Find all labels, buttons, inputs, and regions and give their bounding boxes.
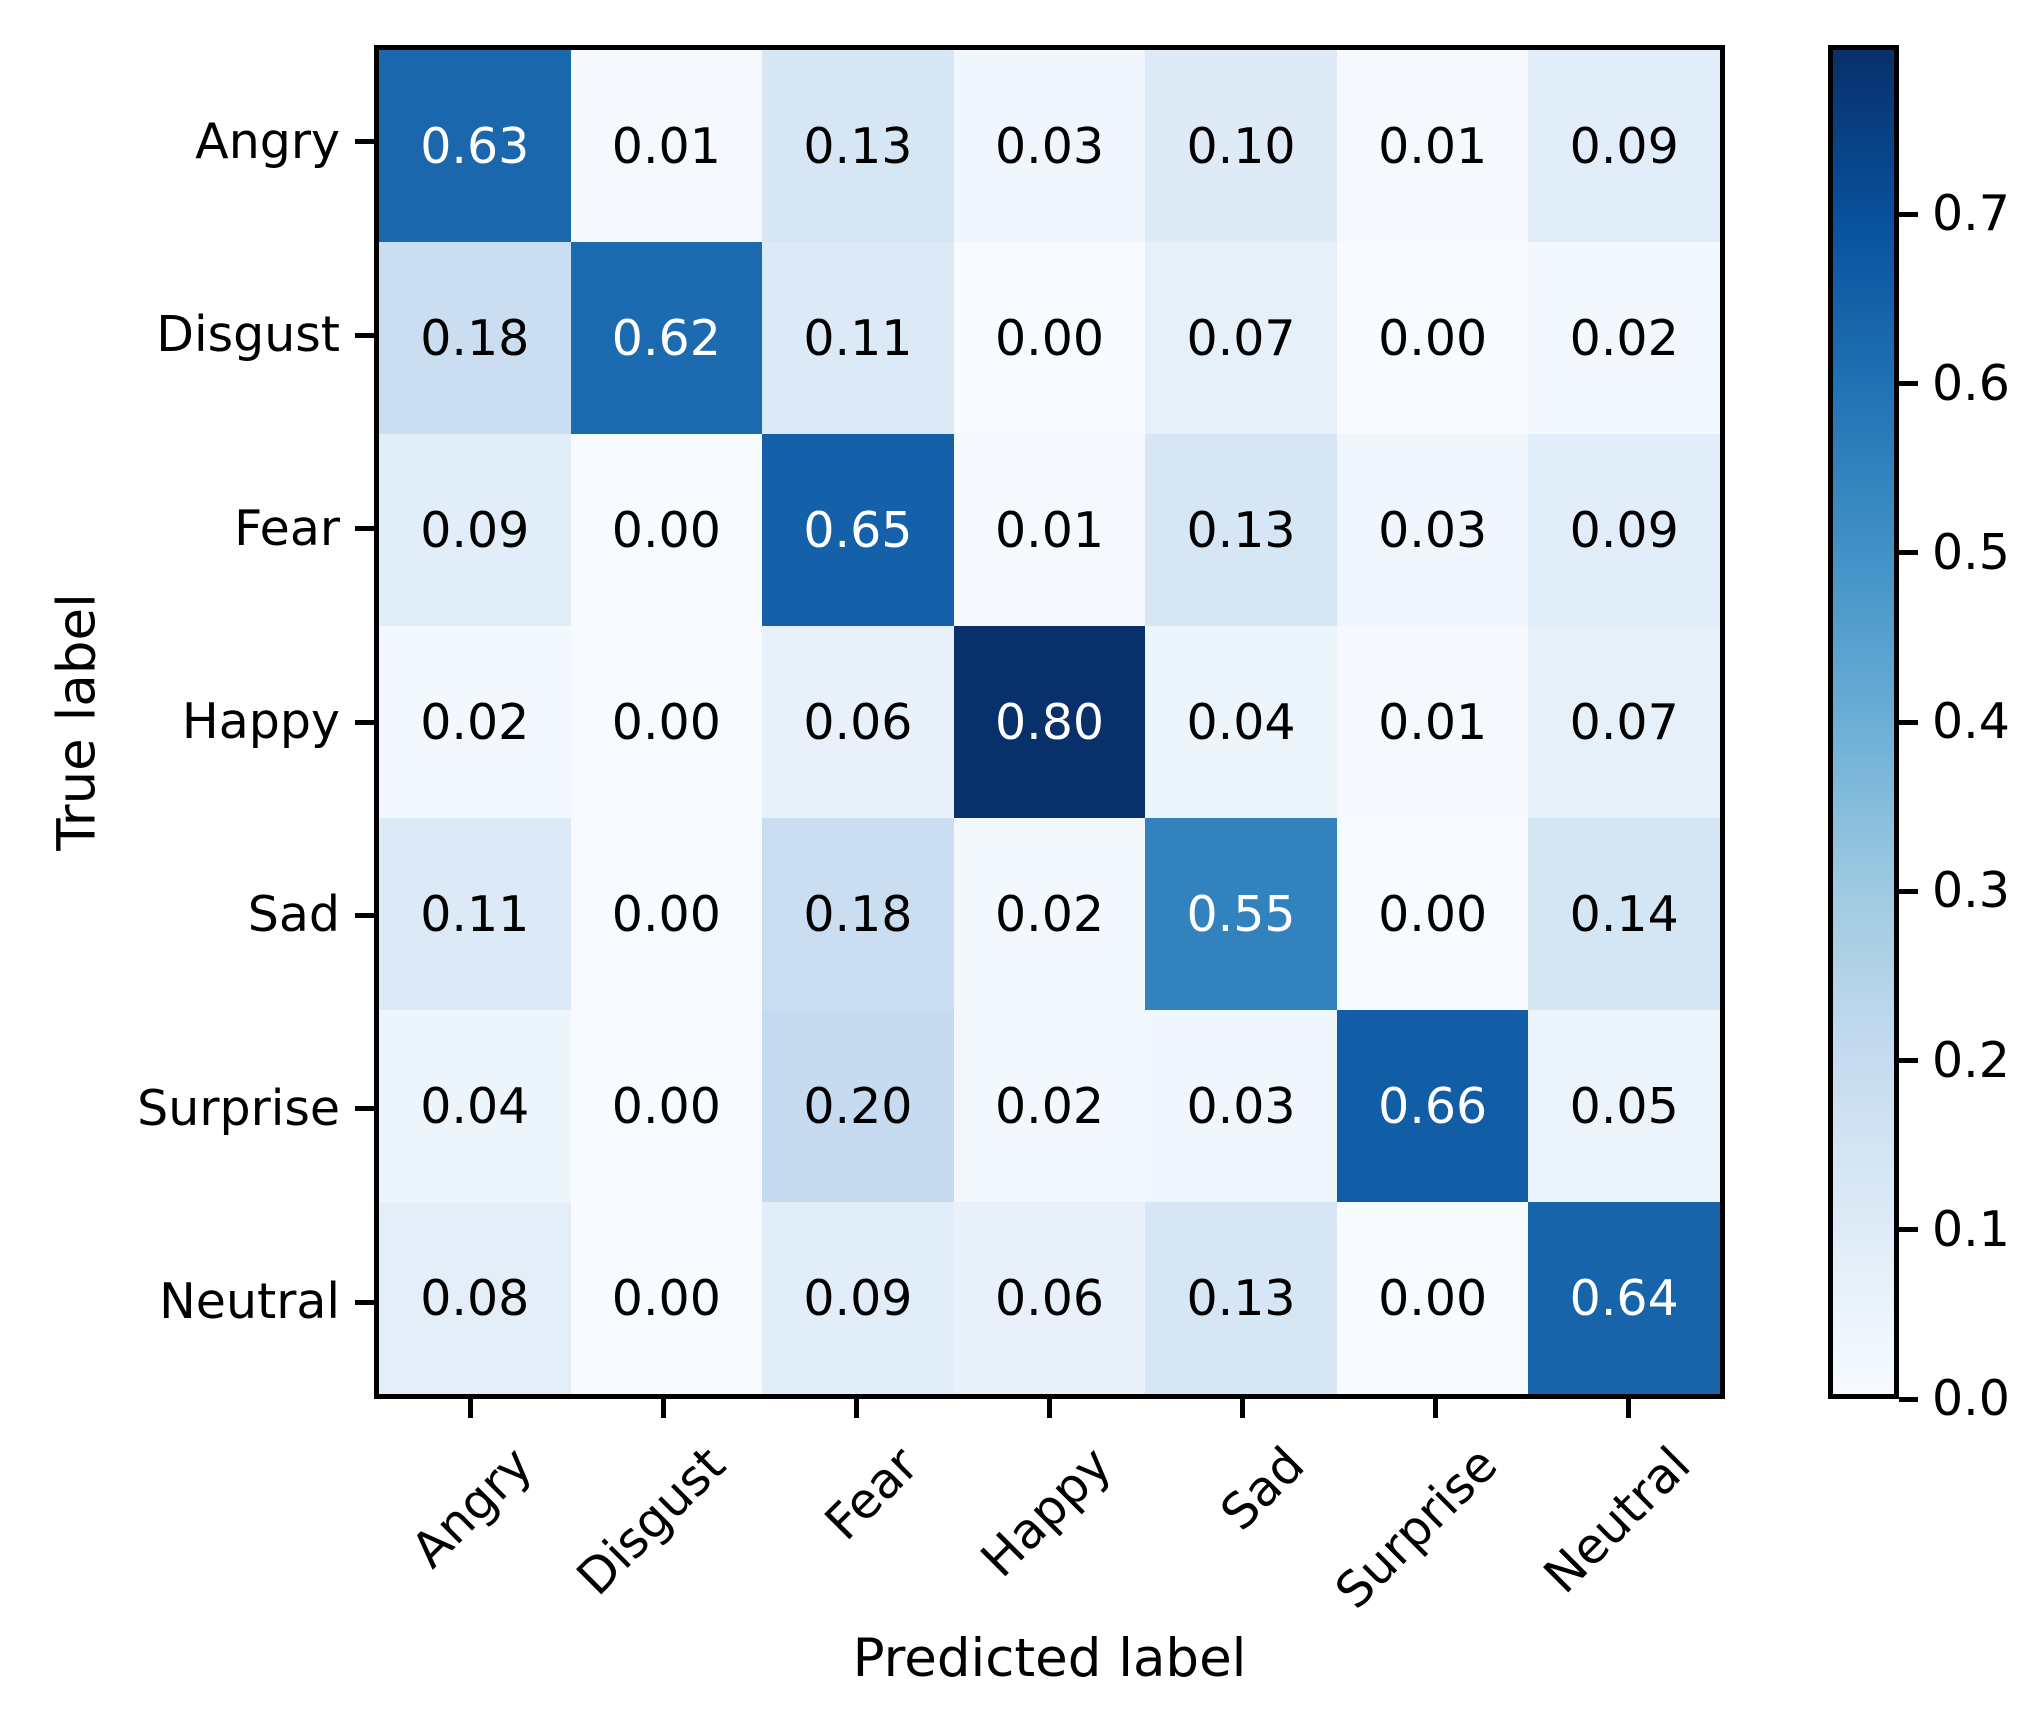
heatmap-cell: 0.64	[1528, 1202, 1720, 1394]
y-tick-label: Disgust	[156, 306, 340, 364]
y-tick-label: Angry	[195, 112, 340, 170]
y-tick-mark	[355, 526, 374, 532]
heatmap-cell: 0.10	[1145, 50, 1337, 242]
colorbar-tick-label: 0.2	[1932, 1031, 2010, 1089]
colorbar-tick-mark	[1899, 211, 1918, 217]
heatmap-cell: 0.04	[379, 1010, 571, 1202]
heatmap-cell: 0.63	[379, 50, 571, 242]
y-tick-label: Neutral	[159, 1273, 340, 1331]
heatmap-cell: 0.09	[1528, 50, 1720, 242]
heatmap-cell: 0.02	[953, 818, 1146, 1010]
heatmap-cell: 0.01	[570, 50, 763, 242]
heatmap-cell: 0.00	[570, 1010, 763, 1202]
heatmap-cell: 0.13	[1145, 434, 1337, 626]
colorbar-tick-label: 0.5	[1932, 523, 2010, 581]
x-tick-mark	[468, 1399, 473, 1418]
y-tick-mark	[355, 332, 374, 338]
colorbar-tick-mark	[1899, 550, 1918, 556]
colorbar-tick-label: 0.1	[1932, 1200, 2010, 1258]
heatmap-cell: 0.03	[1145, 1010, 1337, 1202]
x-tick-mark	[661, 1399, 666, 1418]
heatmap-cell: 0.00	[1336, 1202, 1529, 1394]
colorbar-tick-mark	[1899, 381, 1918, 386]
heatmap-cell: 0.00	[570, 434, 763, 626]
colorbar-tick-label: 0.0	[1932, 1370, 2010, 1427]
colorbar-tick-label: 0.4	[1932, 693, 2010, 750]
heatmap-cell: 0.09	[1528, 434, 1720, 626]
x-tick-mark	[1047, 1399, 1052, 1418]
heatmap-cell: 0.01	[953, 434, 1146, 626]
heatmap-cell: 0.09	[762, 1202, 954, 1394]
heatmap-cell: 0.14	[1528, 818, 1720, 1010]
heatmap-cell: 0.02	[953, 1010, 1146, 1202]
heatmap-cell: 0.03	[953, 50, 1146, 242]
heatmap-cell: 0.80	[953, 626, 1146, 818]
y-tick-mark	[355, 139, 374, 145]
heatmap-cell: 0.04	[1145, 626, 1337, 818]
x-axis-title: Predicted label	[852, 1628, 1247, 1689]
heatmap-cell: 0.62	[570, 242, 763, 434]
colorbar-tick-label: 0.7	[1932, 185, 2010, 243]
heatmap-cell: 0.18	[762, 818, 954, 1010]
colorbar-tick-mark	[1899, 1058, 1918, 1063]
heatmap-cell: 0.02	[1528, 242, 1720, 434]
colorbar-tick-mark	[1899, 888, 1918, 894]
heatmap-cell: 0.06	[762, 626, 954, 818]
heatmap-cell: 0.00	[1336, 818, 1529, 1010]
y-tick-mark	[355, 1299, 374, 1305]
colorbar	[1828, 45, 1899, 1399]
y-tick-mark	[355, 912, 374, 918]
heatmap-cell: 0.55	[1145, 818, 1337, 1010]
heatmap-cell: 0.11	[762, 242, 954, 434]
x-tick-mark	[1240, 1399, 1245, 1418]
heatmap-cell: 0.00	[570, 818, 763, 1010]
heatmap-cell: 0.13	[1145, 1202, 1337, 1394]
colorbar-tick-mark	[1899, 1396, 1918, 1402]
heatmap-cell: 0.00	[570, 626, 763, 818]
y-tick-mark	[355, 719, 374, 725]
heatmap-cell: 0.18	[379, 242, 571, 434]
heatmap-grid: 0.63 0.01 0.13 0.03 0.10 0.01 0.09 0.18 0.62 0.11…	[374, 45, 1725, 1399]
heatmap-cell: 0.08	[379, 1202, 571, 1394]
heatmap-cell: 0.00	[570, 1202, 763, 1394]
heatmap-cell: 0.06	[953, 1202, 1146, 1394]
y-tick-label: Sad	[247, 886, 340, 944]
heatmap-cell: 0.07	[1145, 242, 1337, 434]
heatmap-cell: 0.11	[379, 818, 571, 1010]
heatmap-cell: 0.00	[953, 242, 1146, 434]
x-tick-mark	[1626, 1399, 1631, 1418]
heatmap-cell: 0.05	[1528, 1010, 1720, 1202]
heatmap-cell: 0.02	[379, 626, 571, 818]
heatmap-cell: 0.07	[1528, 626, 1720, 818]
heatmap-cell: 0.01	[1336, 50, 1529, 242]
heatmap-cell: 0.66	[1336, 1010, 1529, 1202]
heatmap-cell: 0.13	[762, 50, 954, 242]
heatmap-cell: 0.03	[1336, 434, 1529, 626]
x-tick-mark	[854, 1399, 859, 1418]
heatmap-cell: 0.20	[762, 1010, 954, 1202]
heatmap-cell: 0.01	[1336, 626, 1529, 818]
colorbar-tick-label: 0.3	[1932, 862, 2010, 920]
heatmap-cell: 0.00	[1336, 242, 1529, 434]
heatmap-cell: 0.65	[762, 434, 954, 626]
x-tick-mark	[1433, 1399, 1438, 1418]
y-tick-label: Happy	[181, 693, 340, 750]
y-tick-mark	[355, 1106, 374, 1112]
colorbar-tick-mark	[1899, 1227, 1918, 1233]
heatmap-cell: 0.09	[379, 434, 571, 626]
y-tick-label: Fear	[234, 499, 340, 557]
colorbar-tick-mark	[1899, 719, 1918, 725]
y-tick-label: Surprise	[137, 1079, 340, 1137]
colorbar-tick-label: 0.6	[1932, 354, 2010, 412]
